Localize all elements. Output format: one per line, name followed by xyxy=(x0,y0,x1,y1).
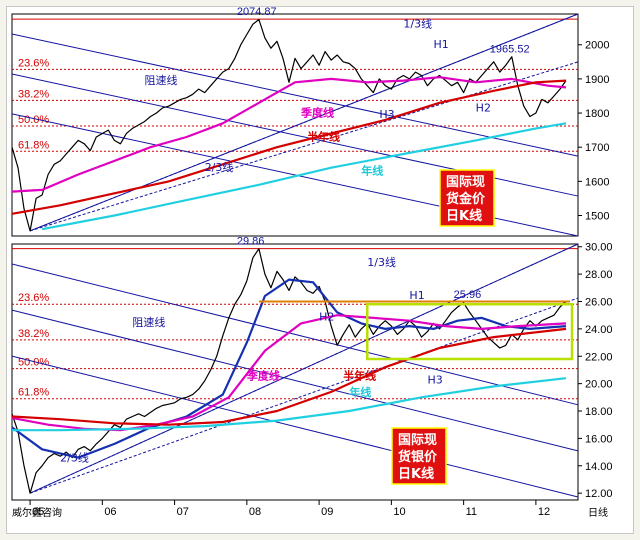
period-label: 日线 xyxy=(588,506,608,519)
y-tick-label: 1800 xyxy=(585,108,609,120)
x-tick-label: 07 xyxy=(177,506,189,518)
peak-label: 25.96 xyxy=(454,289,482,301)
price-series xyxy=(11,248,567,494)
fib-label: 61.8% xyxy=(18,139,49,151)
title-box xyxy=(391,427,447,485)
y-tick-label: 1700 xyxy=(585,142,609,154)
annotation-label: H3 xyxy=(428,374,443,387)
fib-label: 61.8% xyxy=(18,387,49,399)
annotation-label: 年线 xyxy=(349,385,371,399)
fib-label: 23.6% xyxy=(18,292,49,304)
y-tick-label: 1600 xyxy=(585,176,609,188)
peak-label: 29.86 xyxy=(237,236,265,248)
x-tick-label: 10 xyxy=(393,506,405,518)
peak-label: 1965.52 xyxy=(490,44,530,56)
ma-series xyxy=(11,76,567,193)
x-tick-label: 05 xyxy=(32,506,44,518)
x-tick-label: 11 xyxy=(466,506,477,518)
annotation-label: 年线 xyxy=(361,164,383,178)
y-tick-label: 26.00 xyxy=(585,296,613,308)
fan-line xyxy=(29,13,579,232)
ma-series xyxy=(12,377,567,432)
annotation-label: H2 xyxy=(319,311,334,324)
y-tick-label: 18.00 xyxy=(585,406,613,418)
range-box xyxy=(366,302,574,361)
channel-line xyxy=(11,355,579,498)
y-tick-label: 16.00 xyxy=(585,433,613,445)
channel-line xyxy=(11,33,579,157)
ma-series xyxy=(11,327,567,426)
fib-label: 38.2% xyxy=(18,88,49,100)
annotation-label: 阻速线 xyxy=(144,73,177,87)
y-tick-label: 1500 xyxy=(585,211,609,223)
peak-label: 2074.87 xyxy=(237,6,277,18)
x-tick-label: 06 xyxy=(104,506,116,518)
watermark: 威尔鑫咨询 xyxy=(12,506,62,519)
annotation-label: 季度线 xyxy=(300,105,334,119)
ma-series xyxy=(41,122,567,231)
y-tick-label: 1900 xyxy=(585,74,609,86)
silver-panel: 12.00 14.00 16.00 18.00 20.00 22.00 24.00 26.00… xyxy=(11,236,613,518)
y-tick-label: 20.00 xyxy=(585,379,613,391)
y-tick-label: 24.00 xyxy=(585,324,613,336)
panel-border xyxy=(11,13,579,237)
ma-series xyxy=(11,278,567,459)
title-text: 日K线 xyxy=(446,208,482,224)
annotation-label: H1 xyxy=(434,38,449,51)
fib-label: 23.6% xyxy=(18,57,49,69)
y-tick-label: 12.00 xyxy=(585,488,613,500)
fib-label: 38.2% xyxy=(18,328,49,340)
title-box xyxy=(439,169,495,227)
annotation-label: 半年线 xyxy=(343,369,376,383)
annotation-label: 阻速线 xyxy=(132,315,165,329)
y-tick-label: 30.00 xyxy=(585,242,613,254)
y-tick-label: 22.00 xyxy=(585,351,613,363)
annotation-label: 2/3线 xyxy=(205,160,234,174)
y-tick-label: 14.00 xyxy=(585,461,613,473)
panel-border xyxy=(11,243,579,501)
ma-series xyxy=(11,314,567,432)
title-text: 国际现 xyxy=(446,175,485,190)
ma-series xyxy=(11,79,567,215)
title-text: 国际现 xyxy=(398,433,437,448)
fan-line xyxy=(29,61,579,232)
annotation-label: 季度线 xyxy=(246,369,280,383)
fan-line xyxy=(29,297,579,494)
annotation-label: H2 xyxy=(476,101,491,114)
x-tick-label: 09 xyxy=(321,506,333,518)
x-tick-label: 08 xyxy=(249,506,261,518)
fan-line xyxy=(29,243,579,494)
y-tick-label: 28.00 xyxy=(585,269,613,281)
annotation-label: 1/3线 xyxy=(367,255,396,269)
x-tick-label: 12 xyxy=(538,506,550,518)
annotation-label: H1 xyxy=(409,289,424,302)
title-text: 货金价 xyxy=(446,191,486,207)
annotation-label: 2/3线 xyxy=(60,451,89,465)
annotation-label: 半年线 xyxy=(307,129,340,143)
channel-line xyxy=(11,309,579,452)
gold-panel: 15001600170018001900200023.6%38.2%50.0%6… xyxy=(11,6,609,237)
channel-line xyxy=(11,263,579,406)
title-text: 货银价 xyxy=(398,449,438,465)
annotation-label: H3 xyxy=(379,108,394,121)
y-tick-label: 2000 xyxy=(585,40,609,52)
annotation-label: 1/3线 xyxy=(403,17,432,31)
title-text: 日K线 xyxy=(398,466,434,482)
